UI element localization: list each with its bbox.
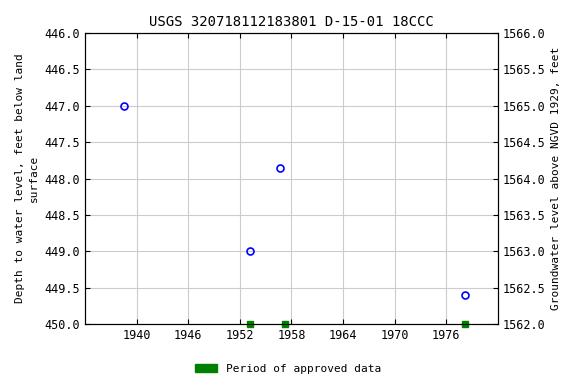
- Y-axis label: Groundwater level above NGVD 1929, feet: Groundwater level above NGVD 1929, feet: [551, 47, 561, 310]
- Legend: Period of approved data: Period of approved data: [191, 359, 385, 379]
- Title: USGS 320718112183801 D-15-01 18CCC: USGS 320718112183801 D-15-01 18CCC: [149, 15, 434, 29]
- Y-axis label: Depth to water level, feet below land
surface: Depth to water level, feet below land su…: [15, 54, 39, 303]
